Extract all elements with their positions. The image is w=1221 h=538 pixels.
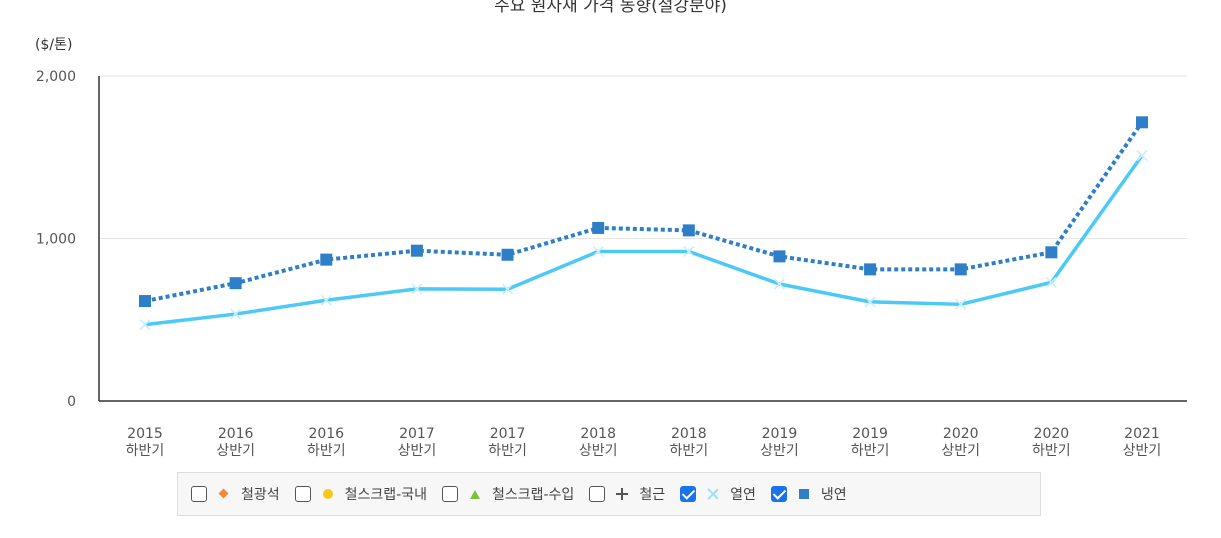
scrap-domestic-checkbox[interactable] — [294, 486, 311, 502]
chart-legend: 철광석 철스크랩-국내 철스크랩-수입 철근 열연 냉연 — [177, 472, 1041, 516]
cold-rolled-checkbox[interactable] — [770, 486, 787, 502]
legend-item-iron-ore[interactable]: 철광석 — [191, 484, 280, 504]
data-point-x — [1045, 276, 1057, 288]
line-chart: 01,0002,0002015하반기2016상반기2016하반기2017상반기2… — [36, 69, 1187, 459]
chart-title: 주요 원자재 가격 동향(철강분야) — [494, 0, 727, 16]
legend-label: 철근 — [639, 487, 666, 503]
data-point-x — [411, 283, 423, 295]
triangle-marker-icon — [468, 487, 482, 501]
rebar-checkbox[interactable] — [589, 486, 606, 502]
data-point-x — [501, 283, 514, 295]
legend-label: 철스크랩-수입 — [491, 487, 575, 503]
series-line-1 — [144, 121, 1144, 304]
data-point-x — [320, 294, 332, 306]
data-point-x — [592, 245, 604, 258]
data-point-square — [229, 277, 242, 290]
circle-marker-icon — [321, 487, 335, 501]
series-line-0 — [144, 154, 1144, 327]
data-point-square — [501, 248, 514, 261]
x-tick-label-half: 하반기 — [851, 443, 890, 459]
x-tick-label-year: 2019 — [762, 426, 798, 442]
legend-item-rebar[interactable]: 철근 — [589, 484, 665, 504]
x-tick-label-year: 2017 — [399, 426, 435, 442]
data-point-square — [1136, 116, 1148, 129]
x-tick-label-year: 2017 — [490, 426, 526, 442]
legend-label: 열연 — [730, 487, 756, 503]
y-tick-label: 2,000 — [36, 69, 76, 85]
x-tick-label-half: 하반기 — [126, 443, 165, 459]
scrap-import-checkbox[interactable] — [441, 486, 458, 502]
square-marker-icon — [797, 487, 811, 501]
data-point-x — [773, 278, 786, 290]
x-tick-label-half: 하반기 — [488, 443, 527, 459]
x-tick-label-half: 상반기 — [579, 443, 618, 459]
x-tick-label-half: 상반기 — [216, 443, 255, 459]
data-point-square — [139, 295, 151, 308]
x-tick-label-year: 2020 — [943, 426, 979, 442]
x-tick-label-year: 2021 — [1124, 426, 1160, 442]
y-axis-unit-label: ($/톤) — [35, 37, 73, 53]
diamond-marker-icon — [217, 487, 231, 501]
legend-item-cold-rolled[interactable]: 냉연 — [770, 484, 847, 504]
x-tick-label-year: 2019 — [852, 426, 888, 442]
x-tick-label-half: 상반기 — [398, 443, 437, 459]
hot-rolled-checkbox[interactable] — [680, 486, 697, 502]
data-point-square — [1045, 246, 1058, 259]
data-point-square — [864, 263, 877, 276]
legend-item-scrap-domestic[interactable]: 철스크랩-국내 — [294, 484, 427, 504]
x-tick-label-year: 2018 — [580, 426, 616, 442]
data-point-square — [320, 253, 333, 266]
x-tick-label-half: 상반기 — [941, 443, 980, 459]
legend-item-hot-rolled[interactable]: 열연 — [680, 484, 756, 504]
data-point-x — [864, 296, 876, 308]
data-point-square — [410, 244, 423, 257]
y-tick-label: 0 — [67, 394, 76, 410]
legend-label: 철스크랩-국내 — [344, 487, 427, 503]
plus-marker-icon — [615, 487, 629, 501]
data-point-x — [139, 319, 151, 331]
data-point-square — [592, 221, 605, 234]
y-tick-label: 1,000 — [36, 232, 76, 248]
x-tick-label-half: 상반기 — [1123, 443, 1162, 459]
x-tick-label-half: 하반기 — [1032, 443, 1071, 459]
x-tick-label-year: 2016 — [218, 426, 254, 442]
x-tick-label-year: 2018 — [671, 426, 707, 442]
data-point-x — [683, 245, 695, 258]
x-marker-icon — [706, 487, 720, 501]
x-tick-label-year: 2015 — [127, 426, 163, 442]
data-point-x — [230, 308, 242, 320]
legend-item-scrap-import[interactable]: 철스크랩-수입 — [441, 484, 575, 504]
x-tick-label-half: 상반기 — [760, 443, 799, 459]
legend-label: 철광석 — [241, 487, 280, 503]
data-point-square — [954, 263, 967, 276]
legend-label: 냉연 — [820, 487, 847, 503]
x-tick-label-half: 하반기 — [307, 443, 346, 459]
x-tick-label-year: 2016 — [308, 426, 344, 442]
x-tick-label-year: 2020 — [1034, 426, 1070, 442]
data-point-x — [955, 298, 967, 310]
iron-ore-checkbox[interactable] — [191, 486, 207, 502]
data-point-square — [682, 224, 695, 237]
data-point-square — [773, 250, 786, 263]
data-point-x — [1136, 150, 1148, 162]
x-tick-label-half: 하반기 — [669, 443, 708, 459]
